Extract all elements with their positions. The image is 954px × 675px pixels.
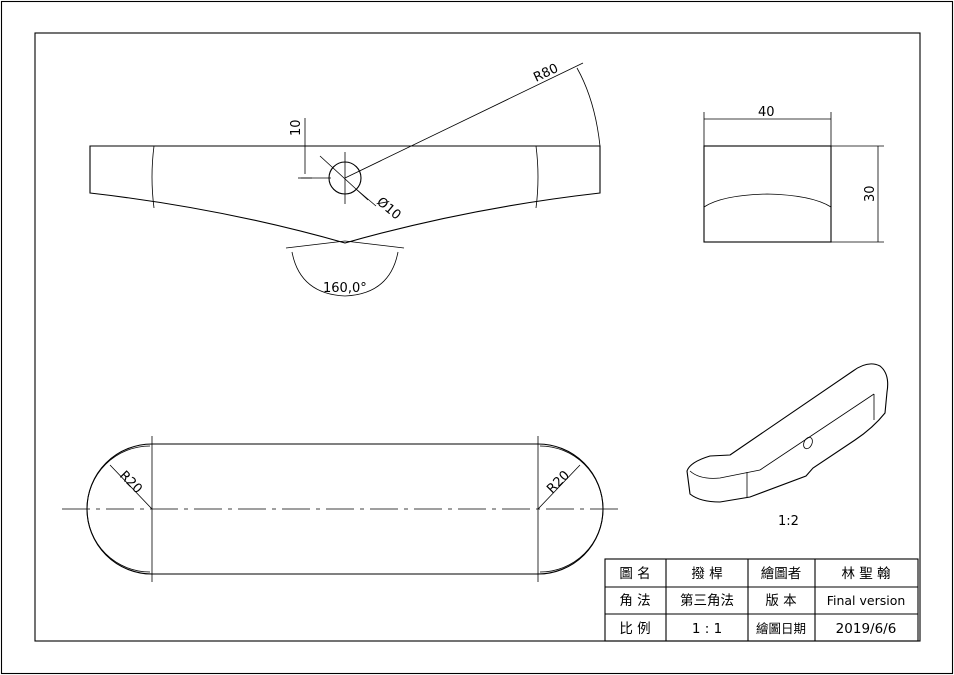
tb-version: Final version [827,593,906,608]
front-view [89,62,601,297]
tb-label-drawing-name: 圖 名 [619,566,650,582]
dim-r20-right: R20 [544,468,573,497]
dim-r20-left: R20 [116,468,145,497]
tb-label-drafter: 繪圖者 [761,565,802,582]
iso-scale-label: 1:2 [778,514,799,529]
dim-10: 10 [289,119,304,136]
top-view [62,436,618,582]
tb-date: 2019/6/6 [836,621,897,637]
dim-40: 40 [758,105,775,120]
tb-scale: 1 : 1 [692,621,722,637]
dim-d10: Ø10 [373,195,403,224]
tb-drafter: 林 聖 翰 [841,566,891,582]
side-view [703,112,884,243]
tb-label-date: 繪圖日期 [756,621,806,636]
dim-30: 30 [863,185,878,202]
tb-label-projection: 角 法 [619,593,650,609]
title-block: 圖 名 撥 桿 繪圖者 林 聖 翰 角 法 第三角法 版 本 Final ver… [604,558,919,642]
tb-drawing-name: 撥 桿 [691,566,722,582]
tb-projection: 第三角法 [680,592,734,609]
isometric-view [686,363,889,503]
drawing-frame [34,32,921,642]
tb-label-scale: 比 例 [619,621,650,637]
dim-angle: 160,0° [323,281,367,296]
dim-r80: R80 [531,61,561,85]
tb-label-version: 版 本 [765,593,797,609]
